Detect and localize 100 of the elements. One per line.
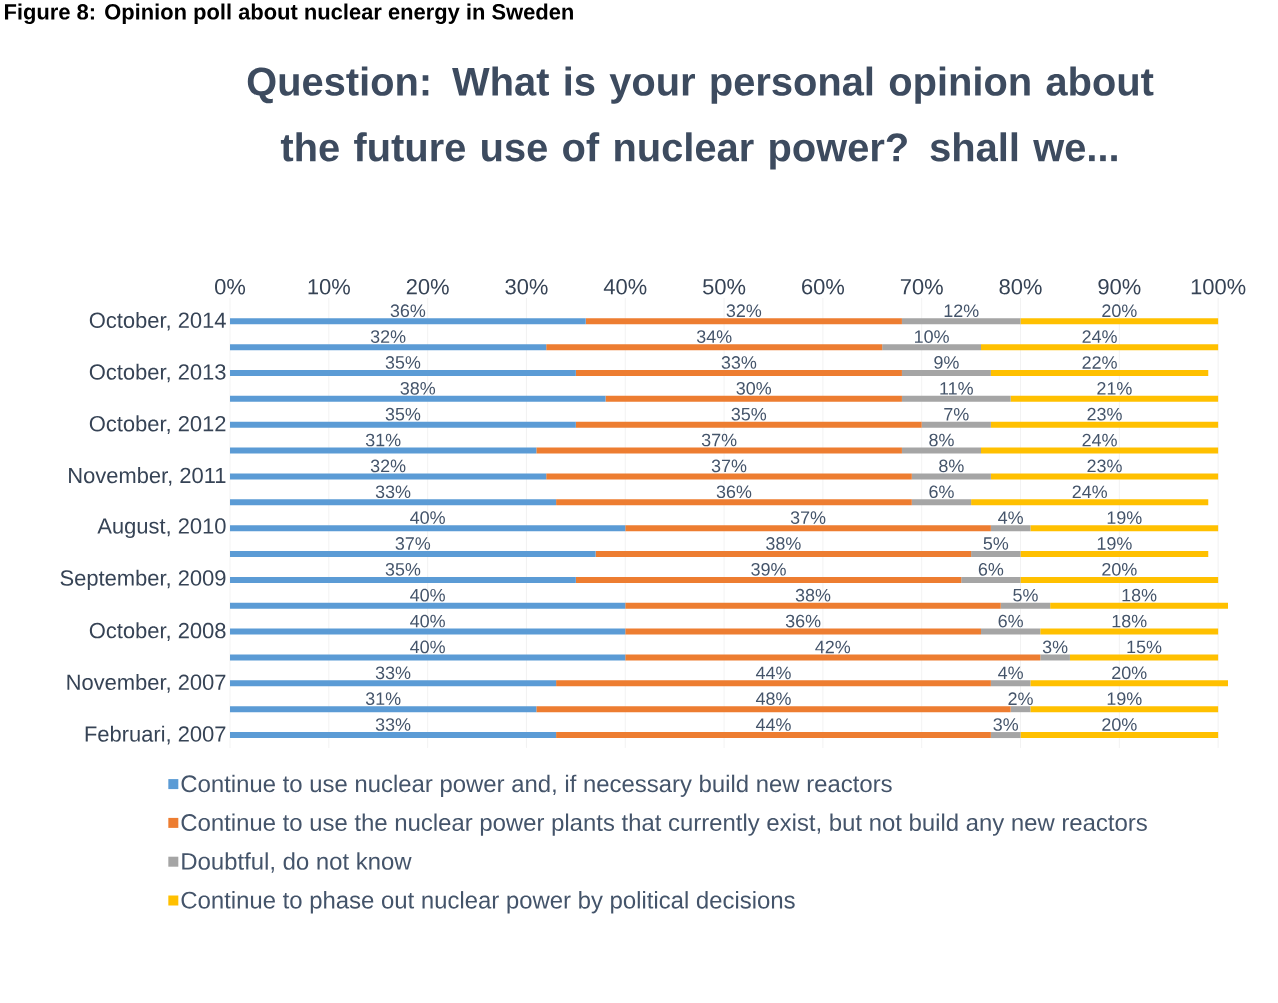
y-tick-label: October, 2014 bbox=[89, 311, 226, 331]
data-label: 3% bbox=[1042, 640, 1068, 654]
bar bbox=[230, 706, 537, 713]
bar bbox=[536, 706, 1011, 713]
bar bbox=[901, 447, 981, 454]
bar bbox=[901, 395, 1011, 402]
data-label: 35% bbox=[385, 356, 421, 369]
bar bbox=[230, 344, 547, 351]
data-label: 33% bbox=[375, 718, 411, 731]
bar bbox=[1040, 654, 1070, 661]
data-label: 24% bbox=[1072, 485, 1107, 499]
legend-label: Continue to use nuclear power and, if necessary build new reactors bbox=[181, 774, 892, 797]
legend-label: Doubtful, do not know bbox=[182, 852, 412, 873]
data-label: 37% bbox=[711, 459, 747, 473]
data-label: 42% bbox=[815, 640, 851, 654]
data-label: 8% bbox=[939, 459, 964, 473]
data-label: 21% bbox=[1097, 382, 1132, 395]
bar bbox=[230, 628, 626, 635]
bar bbox=[556, 499, 912, 506]
x-tick-label: 10% bbox=[308, 278, 350, 295]
data-label: 32% bbox=[370, 459, 406, 473]
legend-label: Continue to phase out nuclear power by political decisions bbox=[181, 891, 795, 914]
bar bbox=[625, 525, 991, 532]
bar bbox=[961, 576, 1021, 583]
data-label: 20% bbox=[1102, 304, 1137, 318]
bar bbox=[971, 551, 1021, 558]
data-label: 32% bbox=[726, 304, 762, 318]
data-label: 39% bbox=[751, 562, 786, 576]
x-tick-label: 50% bbox=[703, 278, 746, 295]
bar bbox=[981, 344, 1219, 351]
bar bbox=[990, 421, 1219, 428]
x-tick-label: 100% bbox=[1191, 278, 1246, 295]
bar bbox=[230, 680, 557, 687]
bar bbox=[1010, 395, 1219, 402]
bar bbox=[536, 447, 902, 454]
bar bbox=[971, 499, 1209, 506]
y-tick-label: November, 2007 bbox=[67, 673, 226, 693]
x-tick-label: 80% bbox=[999, 278, 1042, 295]
data-label: 31% bbox=[365, 692, 401, 705]
bar bbox=[625, 654, 1041, 661]
data-label: 22% bbox=[1082, 356, 1117, 369]
bar bbox=[230, 525, 626, 532]
data-label: 12% bbox=[944, 304, 979, 318]
data-label: 36% bbox=[785, 614, 821, 628]
bar bbox=[921, 421, 991, 428]
data-label: 33% bbox=[721, 356, 757, 369]
data-label: 34% bbox=[696, 330, 732, 343]
bar bbox=[625, 602, 1001, 609]
y-tick-label: Februari, 2007 bbox=[85, 725, 226, 745]
bar bbox=[230, 499, 557, 506]
bar bbox=[1010, 706, 1031, 713]
bar bbox=[556, 680, 991, 687]
data-label: 40% bbox=[410, 588, 445, 602]
x-tick-label: 90% bbox=[1098, 278, 1141, 295]
x-tick-label: 0% bbox=[215, 278, 246, 295]
bar bbox=[230, 318, 586, 325]
data-label: 4% bbox=[998, 511, 1023, 524]
data-label: 5% bbox=[1013, 588, 1038, 602]
bar bbox=[1040, 628, 1219, 635]
data-label: 44% bbox=[755, 666, 791, 680]
y-tick-label: August, 2010 bbox=[97, 518, 226, 539]
data-label: 40% bbox=[410, 640, 445, 654]
bar bbox=[1000, 602, 1051, 609]
data-label: 5% bbox=[983, 537, 1009, 550]
data-label: 33% bbox=[375, 666, 411, 680]
bar bbox=[575, 369, 902, 376]
data-label: 9% bbox=[934, 356, 959, 369]
bar bbox=[990, 680, 1031, 687]
y-tick-label: October, 2012 bbox=[89, 415, 226, 435]
bar bbox=[1030, 525, 1219, 532]
bar bbox=[1050, 602, 1229, 609]
data-label: 18% bbox=[1122, 588, 1157, 602]
data-label: 24% bbox=[1082, 433, 1117, 447]
bar bbox=[901, 369, 991, 376]
bar bbox=[990, 525, 1031, 532]
bar bbox=[911, 473, 991, 480]
data-label: 40% bbox=[410, 511, 445, 524]
data-label: 19% bbox=[1107, 692, 1142, 705]
data-label: 4% bbox=[998, 666, 1023, 680]
bar bbox=[230, 732, 557, 739]
data-label: 36% bbox=[390, 304, 426, 318]
bar bbox=[882, 344, 981, 351]
data-label: 7% bbox=[944, 407, 969, 421]
data-label: 24% bbox=[1082, 330, 1117, 343]
data-label: 38% bbox=[795, 588, 831, 602]
data-label: 44% bbox=[755, 718, 791, 731]
chart-title: Question: What is your personal opinion about the future use of nuclear power? shall we... bbox=[247, 66, 1154, 170]
data-label: 36% bbox=[716, 485, 752, 499]
data-label: 23% bbox=[1087, 459, 1122, 473]
data-label: 38% bbox=[766, 537, 801, 550]
data-label: 23% bbox=[1087, 407, 1122, 421]
data-label: 20% bbox=[1102, 718, 1137, 731]
data-label: 11% bbox=[940, 382, 973, 395]
data-label: 20% bbox=[1112, 666, 1147, 680]
bar bbox=[1020, 318, 1219, 325]
bar bbox=[595, 551, 972, 558]
data-label: 20% bbox=[1102, 562, 1137, 576]
data-label: 6% bbox=[978, 562, 1004, 576]
bar bbox=[1030, 680, 1229, 687]
bar bbox=[981, 628, 1041, 635]
